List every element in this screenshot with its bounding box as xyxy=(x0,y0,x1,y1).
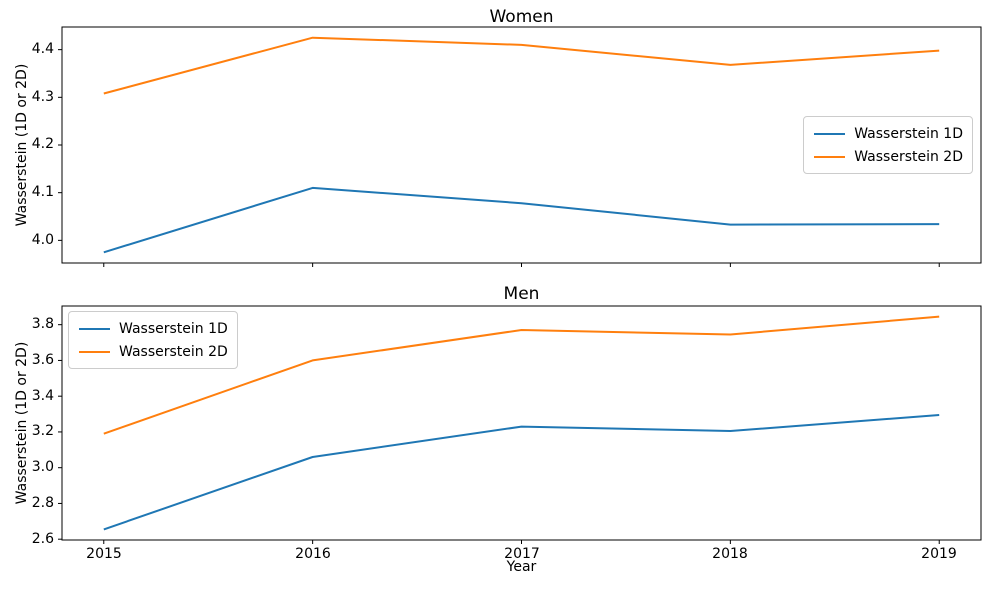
x-axis-label: Year xyxy=(506,559,537,575)
wasserstein-1d-line xyxy=(103,186,940,254)
y-tick-label: 3.0 xyxy=(31,459,54,475)
legend-entry: Wasserstein 2D xyxy=(814,145,963,168)
legend-entry: Wasserstein 2D xyxy=(79,340,228,363)
y-tick-label: 3.4 xyxy=(31,388,54,404)
legend-label: Wasserstein 1D xyxy=(854,125,963,142)
y-tick-label: 4.0 xyxy=(31,232,54,248)
chart-title-men: Men xyxy=(503,284,540,304)
y-tick-label: 3.2 xyxy=(31,423,54,439)
legend-label: Wasserstein 2D xyxy=(854,148,963,165)
chart-title-women: Women xyxy=(489,7,554,27)
y-tick-label: 3.8 xyxy=(31,316,54,332)
legend-label: Wasserstein 2D xyxy=(119,343,228,360)
legend-line-sample-icon xyxy=(79,327,110,330)
legend-entry: Wasserstein 1D xyxy=(79,317,228,340)
subplot-men xyxy=(58,305,982,544)
x-tick-label: 2017 xyxy=(504,546,540,562)
legend-line-sample-icon xyxy=(79,350,110,353)
x-tick-label: 2018 xyxy=(712,546,748,562)
wasserstein-1d-line xyxy=(103,414,940,531)
y-tick-label: 2.8 xyxy=(31,495,54,511)
y-tick-label: 3.6 xyxy=(31,352,54,368)
legend-line-sample-icon xyxy=(814,155,846,158)
wasserstein-2d-line xyxy=(103,315,940,435)
legend-line-sample-icon xyxy=(814,132,846,135)
y-tick-label: 4.2 xyxy=(31,136,54,152)
legend-entry: Wasserstein 1D xyxy=(814,122,963,145)
y-tick-label: 2.6 xyxy=(31,531,54,547)
legend-women: Wasserstein 1D Wasserstein 2D xyxy=(803,116,973,174)
legend-label: Wasserstein 1D xyxy=(119,320,228,337)
x-tick-label: 2015 xyxy=(86,546,122,562)
x-tick-label: 2019 xyxy=(921,546,957,562)
y-tick-label: 4.1 xyxy=(31,184,54,200)
y-tick-label: 4.3 xyxy=(31,89,54,105)
x-tick-label: 2016 xyxy=(295,546,331,562)
legend-men: Wasserstein 1D Wasserstein 2D xyxy=(68,311,238,369)
wasserstein-2d-line xyxy=(103,36,940,95)
subplot-women xyxy=(58,26,982,267)
y-tick-label: 4.4 xyxy=(31,41,54,57)
